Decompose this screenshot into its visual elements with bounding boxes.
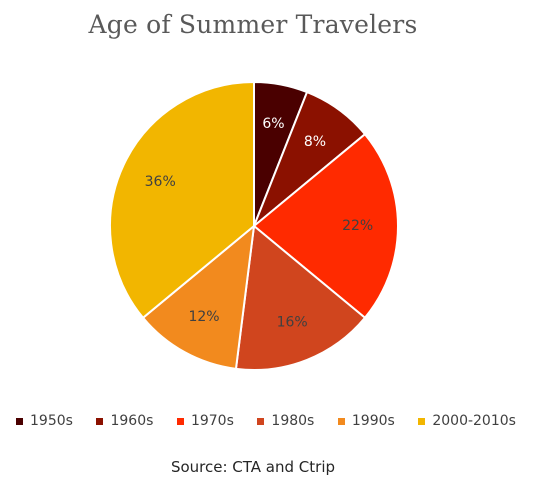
data-label-1960s: 8%: [304, 134, 326, 150]
legend-label-1970s: 1970s: [190, 413, 234, 429]
legend-item-1970s: 1970s: [176, 413, 234, 429]
legend-swatch-1950s: [16, 417, 23, 425]
data-label-2000-2010s: 36%: [145, 174, 176, 190]
legend-swatch-1970s: [176, 417, 184, 425]
legend-label-2000-2010s: 2000-2010s: [432, 413, 516, 429]
legend-item-1990s: 1990s: [337, 413, 395, 429]
data-label-1980s: 16%: [277, 314, 308, 330]
pie-slice-1980s: [234, 224, 367, 371]
legend-label-1980s: 1980s: [271, 413, 315, 429]
pie-slice-1970s: [252, 132, 399, 320]
legend-label-1960s: 1960s: [110, 413, 154, 429]
source-note: Source: CTA and Ctrip: [170, 458, 336, 476]
legend-item-1980s: 1980s: [257, 413, 314, 429]
chart-title: Age of Summer Travelers: [88, 10, 418, 39]
legend-label-1950s: 1950s: [30, 413, 73, 429]
legend-item-1960s: 1960s: [96, 413, 153, 429]
data-label-1950s: 6%: [262, 116, 284, 132]
legend-item-1950s: 1950s: [16, 413, 73, 429]
legend-swatch-1980s: [257, 417, 265, 425]
data-label-1990s: 12%: [188, 309, 219, 325]
legend-item-2000-2010s: 2000-2010s: [418, 413, 516, 429]
data-label-1970s: 22%: [342, 218, 373, 234]
pie-chart: 6% 8% 22% 16% 12% 36%: [109, 80, 399, 371]
legend-swatch-1990s: [337, 417, 345, 425]
pie-slice-2000-2010s: [109, 80, 255, 320]
legend-swatch-1960s: [96, 417, 104, 425]
legend: 1950s 1960s 1970s 1980s 1990s 2000-2010s: [16, 411, 516, 431]
legend-swatch-2000-2010s: [418, 417, 426, 425]
legend-label-1990s: 1990s: [351, 413, 395, 429]
pie-slice-1990s: [141, 223, 256, 370]
